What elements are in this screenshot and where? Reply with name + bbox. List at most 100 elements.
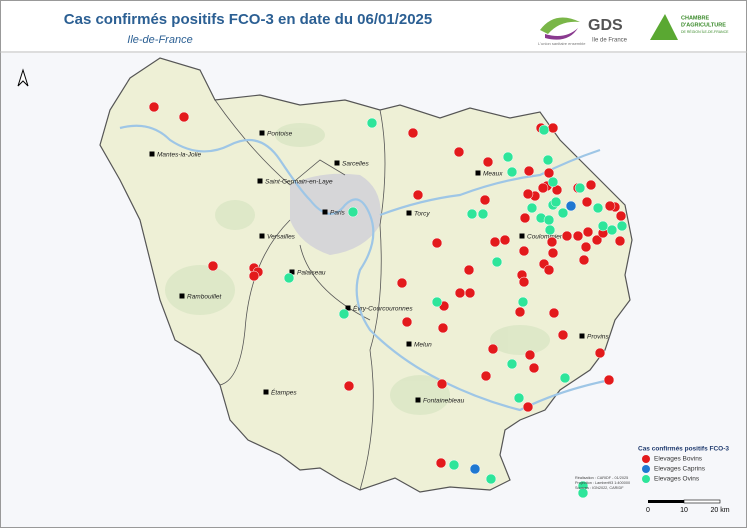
case-point — [514, 306, 526, 318]
city-marker — [322, 209, 328, 215]
case-point — [207, 260, 219, 272]
city-marker — [257, 178, 263, 184]
case-point — [148, 101, 160, 113]
case-point — [574, 182, 586, 194]
scale-segment — [648, 500, 684, 503]
city-label: Sarcelles — [342, 161, 369, 168]
case-point — [506, 166, 518, 178]
case-point — [401, 316, 413, 328]
logo-shape — [650, 14, 678, 40]
case-point — [572, 230, 584, 242]
case-point — [485, 473, 497, 485]
forest — [165, 265, 235, 315]
case-point — [283, 272, 295, 284]
chambre-text: CHAMBRE — [681, 15, 709, 21]
subtitle: Ile-de-France — [127, 34, 192, 46]
city-marker — [259, 130, 265, 136]
forest — [390, 375, 450, 415]
city-label: Mantes-la-Jolie — [157, 152, 201, 159]
case-point — [412, 189, 424, 201]
case-point — [248, 270, 260, 282]
case-point — [178, 111, 190, 123]
city-marker — [406, 210, 412, 216]
city-label: Coulommiers — [527, 234, 566, 241]
scale-label: 10 — [680, 507, 688, 514]
city-label: Paris — [330, 210, 346, 217]
case-point — [506, 358, 518, 370]
legend-label: Elevages Caprins — [654, 466, 706, 473]
city-label: Évry-Courcouronnes — [353, 304, 413, 313]
city-marker — [259, 233, 265, 239]
case-point — [396, 277, 408, 289]
case-point — [480, 370, 492, 382]
legend-label: Elevages Bovins — [654, 456, 703, 463]
case-point — [544, 224, 556, 236]
city-marker — [579, 333, 585, 339]
city-marker — [519, 233, 525, 239]
case-point — [347, 206, 359, 218]
case-point — [604, 200, 616, 212]
case-point — [519, 212, 531, 224]
case-point — [463, 264, 475, 276]
case-point — [479, 194, 491, 206]
city-marker — [263, 389, 269, 395]
forest — [215, 200, 255, 230]
case-point — [343, 380, 355, 392]
case-point — [431, 296, 443, 308]
case-point — [578, 254, 590, 266]
river-seine — [119, 124, 611, 412]
chambre-text: DE RÉGION ÎLE-DE-FRANCE — [681, 29, 729, 34]
case-point — [543, 167, 555, 179]
legend-label: Elevages Ovins — [654, 476, 700, 483]
case-point — [482, 156, 494, 168]
case-point — [528, 362, 540, 374]
city-label: Rambouillet — [187, 294, 223, 301]
chambre-logo: CHAMBRE D'AGRICULTURE DE RÉGION ÎLE-DE-F… — [650, 14, 729, 40]
case-point — [616, 220, 628, 232]
scale-label: 0 — [646, 507, 650, 514]
case-point — [518, 276, 530, 288]
title: Cas confirmés positifs FCO-3 en date du … — [64, 11, 432, 28]
city-marker — [406, 341, 412, 347]
credit: Réalisation : CARIDF - 01/2025 — [575, 476, 628, 480]
credit: Projection : Lambert93 1:400000 — [575, 481, 630, 485]
cities: Pontoise Mantes-la-Jolie Sarcelles Saint-Ge… — [149, 130, 609, 405]
case-point — [491, 256, 503, 268]
city-label: Pontoise — [267, 131, 293, 138]
city-label: Melun — [414, 342, 432, 349]
case-point — [585, 179, 597, 191]
case-point — [522, 188, 534, 200]
case-point — [469, 463, 481, 475]
case-point — [603, 374, 615, 386]
case-point — [407, 127, 419, 139]
forest — [490, 325, 550, 355]
case-point — [615, 210, 627, 222]
chambre-text: D'AGRICULTURE — [681, 22, 726, 28]
case-point — [547, 247, 559, 259]
case-point — [582, 226, 594, 238]
case-point — [594, 347, 606, 359]
city-marker — [475, 170, 481, 176]
legend: Cas confirmés positifs FCO-3 Elevages Bo… — [638, 446, 729, 483]
city-label: Torcy — [414, 211, 430, 218]
case-point — [517, 296, 529, 308]
scale-segment — [683, 499, 721, 504]
city-label: Provins — [587, 334, 609, 341]
case-point — [366, 117, 378, 129]
case-point — [513, 392, 525, 404]
city-marker — [149, 151, 155, 157]
city-label: Meaux — [483, 171, 503, 178]
case-point — [614, 235, 626, 247]
case-point — [522, 401, 534, 413]
rivers — [119, 124, 611, 412]
north-arrow — [17, 68, 29, 87]
gds-tagline: L'union sanitaire ensemble — [538, 41, 586, 46]
city-label: Saint-Germain-en-Laye — [265, 179, 333, 186]
legend-swatch — [642, 465, 650, 473]
urban-area — [290, 173, 381, 255]
legend-swatch — [642, 475, 650, 483]
case-point — [606, 224, 618, 236]
case-point — [557, 207, 569, 219]
scale-label: 20 km — [710, 507, 729, 514]
case-point — [546, 236, 558, 248]
